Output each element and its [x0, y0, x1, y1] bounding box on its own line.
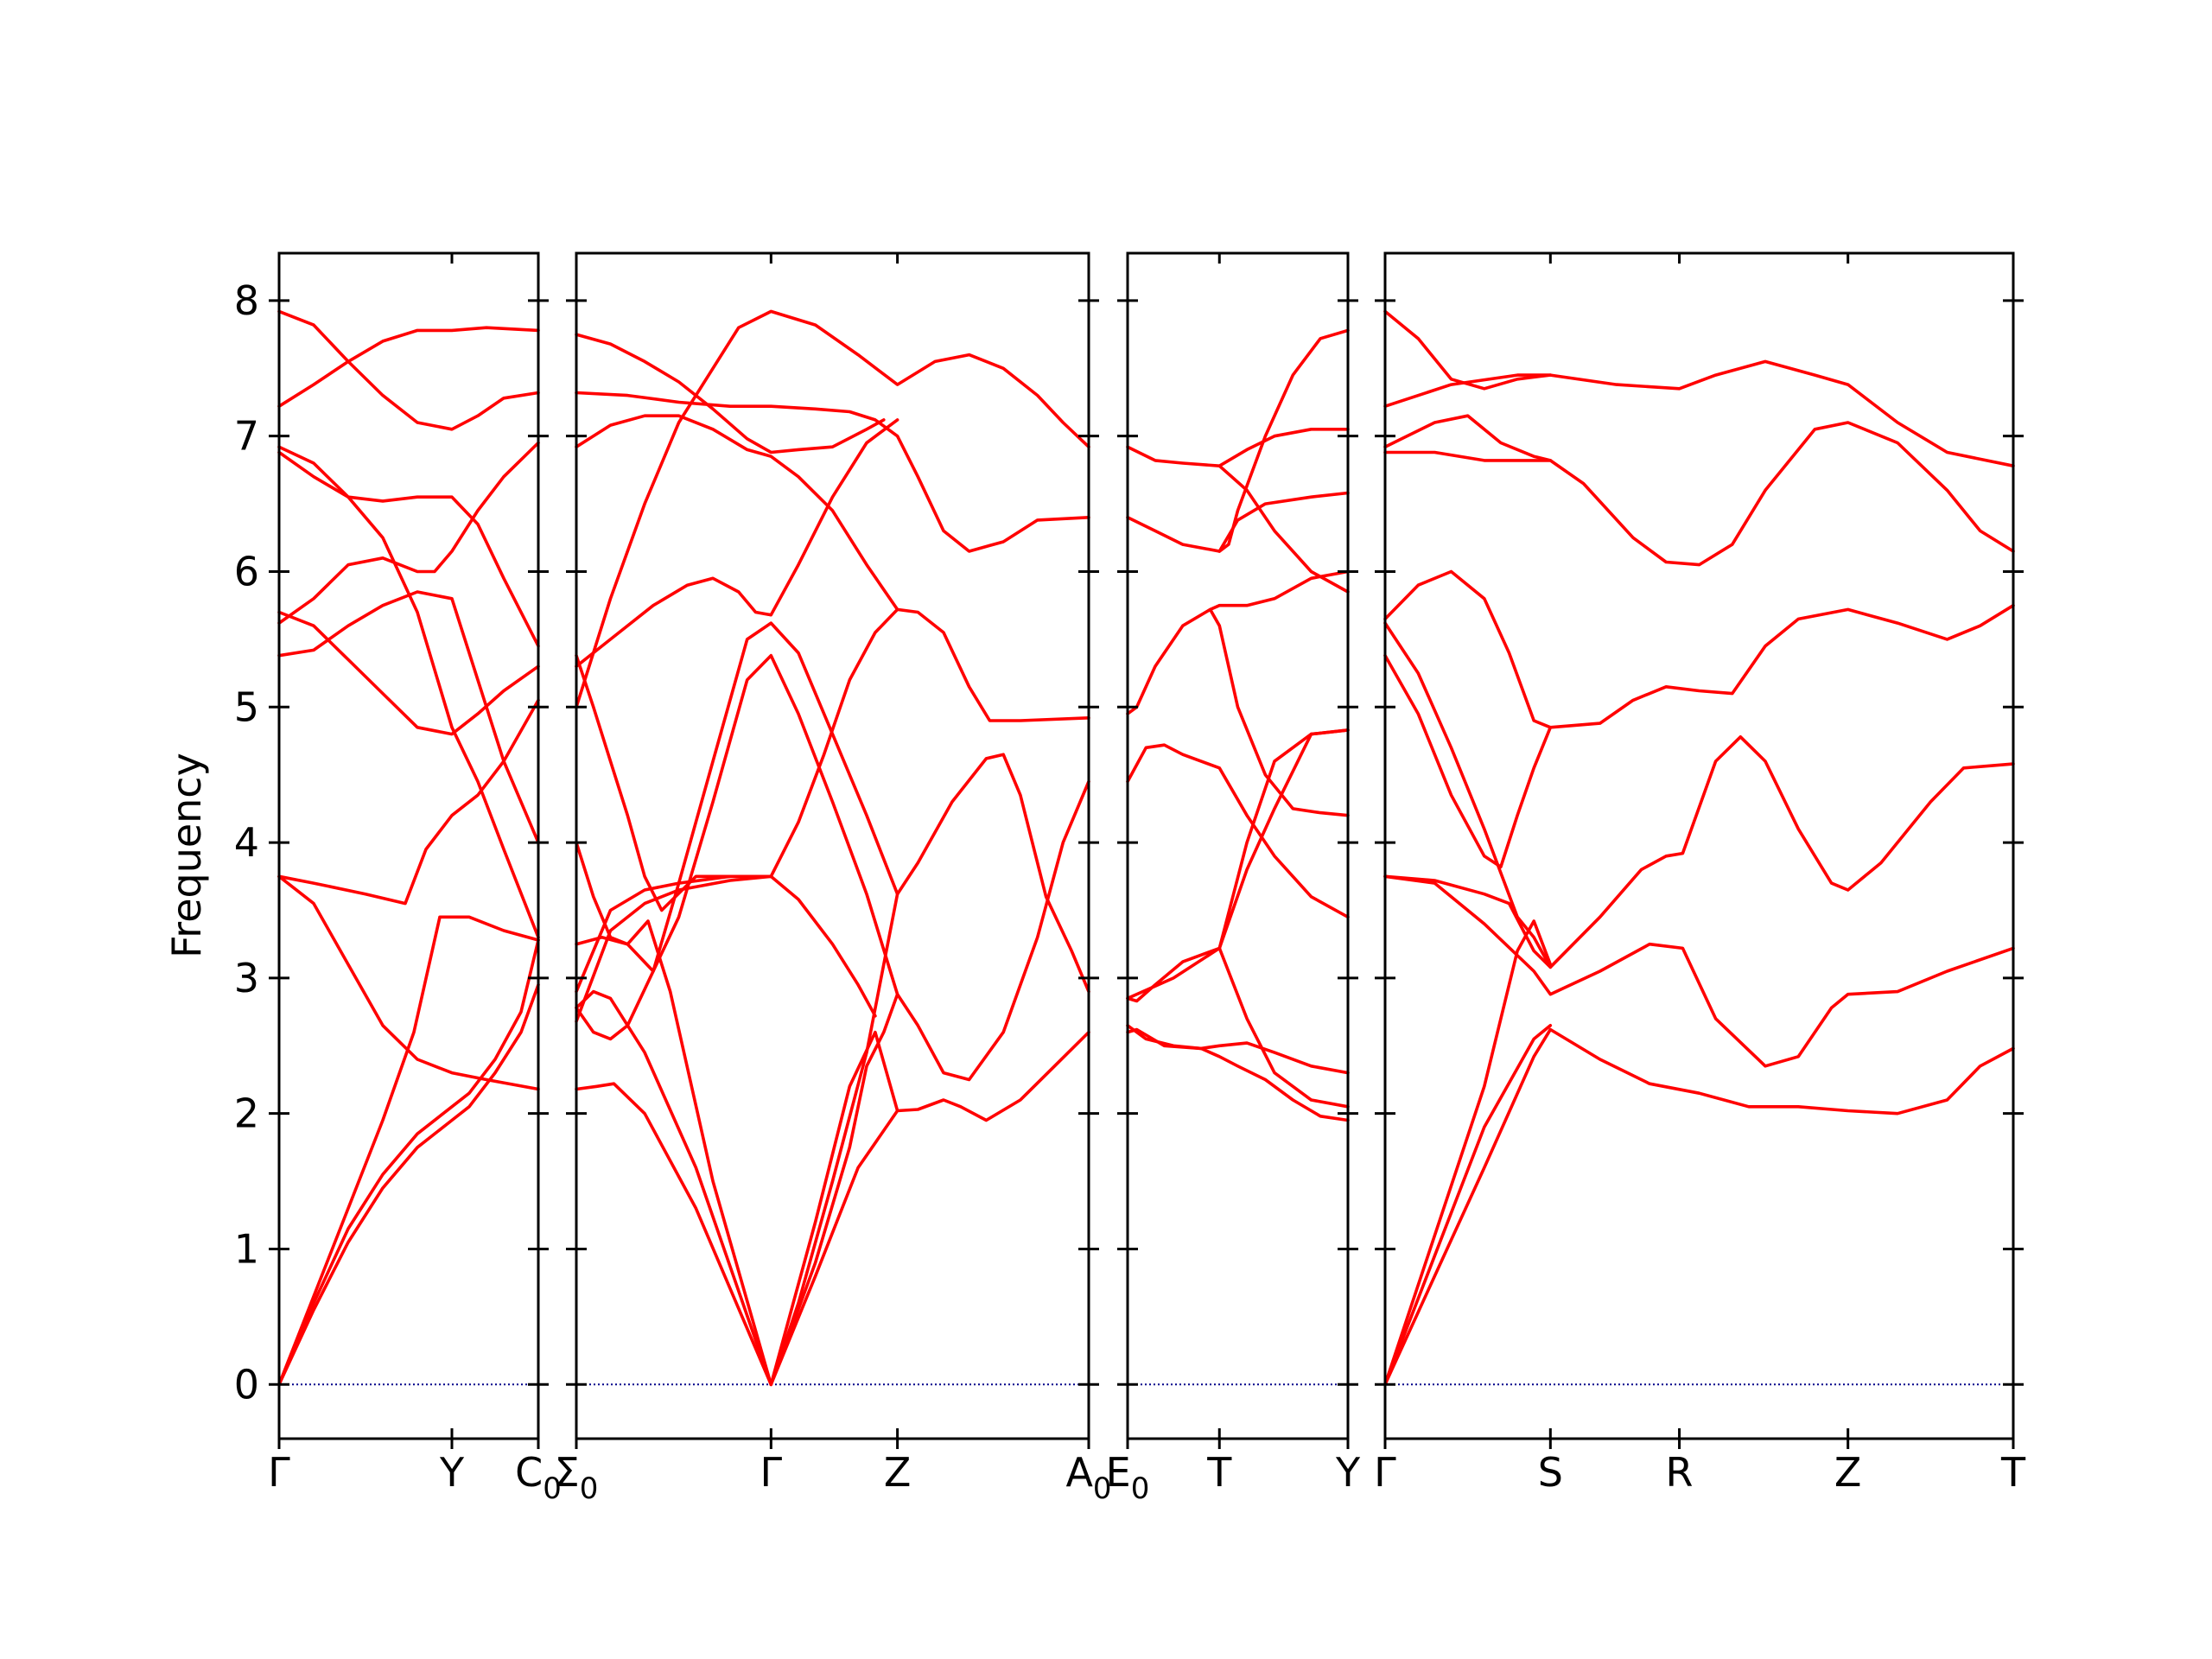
x-tick-label: R — [1666, 1449, 1694, 1496]
phonon-band — [575, 874, 877, 1023]
phonon-band — [1126, 569, 1350, 715]
x-tick-label: S — [1538, 1449, 1563, 1496]
y-tick-label: 2 — [234, 1090, 259, 1137]
phonon-band — [1208, 607, 1350, 817]
phonon-band — [1383, 874, 2015, 1068]
phonon-band — [277, 698, 540, 906]
phonon-band — [1383, 421, 2015, 567]
panel-frame — [1383, 251, 2015, 1440]
phonon-band — [575, 989, 773, 1387]
phonon-band — [1217, 328, 1350, 553]
panel-frame — [277, 251, 540, 1440]
panel-sigma-gamma-z-a: Σ0 Γ Z A0 — [555, 251, 1112, 1506]
phonon-band — [277, 441, 540, 625]
phonon-band — [1383, 414, 1553, 462]
phonon-band — [575, 841, 773, 1387]
x-tick-label: Σ0 — [555, 1449, 599, 1506]
phonon-band — [575, 333, 886, 454]
phonon-band — [277, 309, 540, 431]
y-tick-label: 3 — [234, 955, 259, 1001]
x-tick-label: Γ — [760, 1449, 783, 1496]
phonon-band — [1383, 309, 1553, 391]
phonon-band — [1383, 653, 1553, 869]
x-tick-label: Y — [1335, 1449, 1361, 1496]
phonon-band — [575, 391, 1090, 553]
phonon-band — [1126, 743, 1350, 919]
x-tick-label: Z — [884, 1449, 912, 1496]
phonon-band — [1126, 491, 1350, 553]
phonon-band — [769, 753, 1090, 1387]
panel-frame — [575, 251, 1090, 1440]
phonon-band — [769, 1030, 1090, 1387]
y-axis-label: Frequency — [163, 753, 210, 958]
x-tick-label: T — [2000, 1449, 2026, 1496]
phonon-band — [1217, 728, 1350, 950]
phonon-band — [1126, 728, 1350, 1001]
phonon-band — [575, 621, 899, 1041]
phonon-band — [277, 326, 540, 408]
phonon-band — [277, 610, 540, 736]
y-tick-label: 0 — [234, 1361, 259, 1408]
phonon-band — [277, 445, 540, 939]
x-tick-label: E0 — [1106, 1449, 1150, 1506]
phonon-band — [575, 414, 1090, 722]
phonon-band — [1383, 1024, 1553, 1387]
phonon-band — [1126, 1027, 1350, 1122]
phonon-band — [277, 450, 540, 648]
phonon-band — [1126, 1024, 1350, 1075]
panel-gamma-y-c: Γ Y C0 — [268, 251, 562, 1506]
phonon-band — [1383, 359, 2015, 467]
y-tick-label: 4 — [234, 819, 259, 866]
phonon-band — [277, 982, 540, 1387]
phonon-band — [575, 653, 773, 912]
x-tick-label: Γ — [268, 1449, 290, 1496]
y-tick-label: 7 — [234, 413, 259, 460]
phonon-band — [277, 938, 540, 1387]
phonon-band — [575, 653, 899, 996]
phonon-band — [769, 1030, 899, 1387]
phonon-band — [1383, 569, 2015, 729]
phonon-band — [575, 309, 1090, 709]
phonon-band — [277, 590, 540, 844]
y-tick-labels: 0 1 2 3 4 5 6 7 8 — [234, 277, 259, 1408]
x-tick-label: Γ — [1374, 1449, 1396, 1496]
x-tick-label: A0 — [1065, 1449, 1111, 1506]
y-tick-label: 1 — [234, 1225, 259, 1272]
phonon-band — [1383, 919, 1553, 1387]
panel-frame — [1126, 251, 1350, 1440]
x-tick-label: Y — [439, 1449, 465, 1496]
phonon-band — [1126, 946, 1350, 1109]
phonon-band — [1383, 1027, 2015, 1387]
phonon-band — [1126, 445, 1350, 594]
y-tick-label: 5 — [234, 683, 259, 730]
panel-e-t-y: E0 T Y — [1106, 251, 1361, 1506]
phonon-band — [575, 418, 899, 668]
phonon-band — [769, 779, 1090, 1387]
x-tick-label: C0 — [515, 1449, 562, 1506]
y-tick-label: 6 — [234, 548, 259, 594]
phonon-band — [277, 915, 540, 1387]
phonon-band — [1383, 621, 1553, 969]
x-tick-label: Z — [1834, 1449, 1862, 1496]
phonon-band — [277, 874, 540, 1091]
phonon-band — [1383, 735, 2015, 969]
y-tick-label: 8 — [234, 277, 259, 324]
phonon-band — [575, 1082, 773, 1387]
phonon-band — [1217, 428, 1350, 467]
x-tick-label: T — [1206, 1449, 1232, 1496]
